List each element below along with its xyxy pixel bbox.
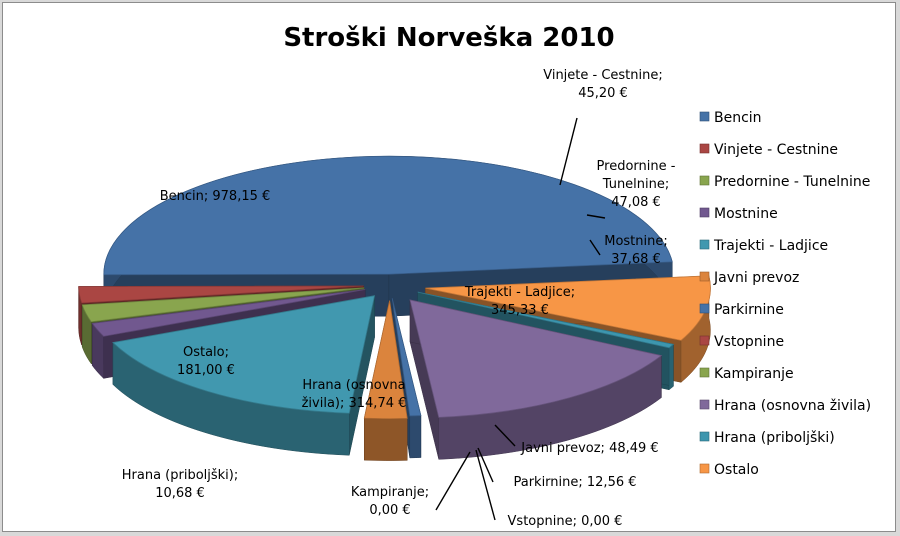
slice-hrana-priboljski: [417, 291, 675, 349]
legend-label-bencin: Bencin: [714, 110, 762, 126]
legend-label-predornine-tunelnine: Predornine - Tunelnine: [714, 174, 870, 190]
leader-line-vstopnine: [475, 449, 496, 521]
leader-line-predornine-tunelnine: [586, 214, 606, 219]
slice-side-javni-prevoz: [364, 417, 408, 461]
legend-swatch-bencin: [699, 111, 710, 122]
legend-label-javni-prevoz: Javni prevoz: [713, 270, 799, 286]
slice-bencin: [103, 155, 673, 276]
data-label-hrana-priboljski: Hrana (priboljški); 10,68 €: [122, 468, 239, 501]
leader-line-mostnine: [589, 239, 601, 256]
legend-swatch-javni-prevoz: [699, 271, 710, 282]
data-label-mostnine: Mostnine; 37,68 €: [604, 234, 668, 267]
legend-swatch-kampiranje: [699, 367, 710, 378]
slice-mostnine: [91, 289, 366, 337]
slice-vinjete-cestnine: [78, 285, 364, 304]
legend-label-hrana-priboljski: Hrana (priboljški): [714, 430, 835, 446]
legend-swatch-vinjete-cestnine: [699, 143, 710, 154]
legend-label-hrana-osnovna-zivila: Hrana (osnovna živila): [714, 398, 871, 414]
slice-parkirnine: [391, 298, 422, 417]
legend-label-mostnine: Mostnine: [714, 206, 778, 222]
slice-hrana-osnovna-zivila: [409, 299, 663, 418]
data-label-ostalo: Ostalo; 181,00 €: [177, 345, 235, 378]
data-label-bencin: Bencin; 978,15 €: [160, 189, 271, 204]
data-label-hrana-osnovna-zivila: Hrana (osnovna živila); 314,74 €: [302, 378, 407, 411]
legend-swatch-ostalo: [699, 463, 710, 474]
data-label-predornine-tunelnine: Predornine -Tunelnine; 47,08 €: [597, 159, 676, 210]
legend-swatch-predornine-tunelnine: [699, 175, 710, 186]
data-label-vstopnine: Vstopnine; 0,00 €: [508, 514, 623, 529]
legend-swatch-vstopnine: [699, 335, 710, 346]
data-labels: Bencin; 978,15 € Vinjete - Cestnine; 45,20…: [122, 68, 676, 529]
legend-swatch-mostnine: [699, 207, 710, 218]
slice-trajekti-ladjice: [112, 295, 376, 414]
chart-title: Stroški Norveška 2010: [283, 23, 614, 53]
data-label-javni-prevoz: Javni prevoz; 48,49 €: [520, 441, 658, 456]
data-label-kampiranje: Kampiranje; 0,00 €: [351, 485, 429, 518]
slice-side-hrana-priboljski: [668, 343, 674, 391]
legend-swatch-hrana-osnovna-zivila: [699, 399, 710, 410]
data-label-vinjete-cestnine: Vinjete - Cestnine; 45,20 €: [543, 68, 663, 101]
pie-slices: [78, 155, 711, 461]
leader-line-kampiranje: [435, 451, 471, 511]
legend-label-parkirnine: Parkirnine: [714, 302, 784, 318]
legend-label-ostalo: Ostalo: [714, 462, 759, 478]
leader-line-javni-prevoz: [494, 424, 516, 447]
leader-line-parkirnine: [477, 447, 494, 483]
data-label-parkirnine: Parkirnine; 12,56 €: [513, 475, 636, 490]
legend-label-vinjete-cestnine: Vinjete - Cestnine: [714, 142, 838, 158]
data-label-trajekti-ladjice: Trajekti - Ladjice; 345,33 €: [464, 285, 575, 318]
legend: Bencin Vinjete - Cestnine Predornine - Tun…: [699, 110, 871, 478]
slice-predornine-tunelnine: [81, 287, 365, 323]
legend-label-kampiranje: Kampiranje: [714, 366, 794, 382]
slice-side-parkirnine: [409, 415, 422, 459]
slice-javni-prevoz: [363, 300, 408, 419]
legend-swatch-trajekti-ladjice: [699, 239, 710, 250]
leader-line-vinjete-cestnine: [559, 117, 578, 186]
legend-swatch-parkirnine: [699, 303, 710, 314]
legend-label-vstopnine: Vstopnine: [714, 334, 784, 350]
legend-swatch-hrana-priboljski: [699, 431, 710, 442]
legend-label-trajekti-ladjice: Trajekti - Ladjice: [713, 238, 828, 254]
